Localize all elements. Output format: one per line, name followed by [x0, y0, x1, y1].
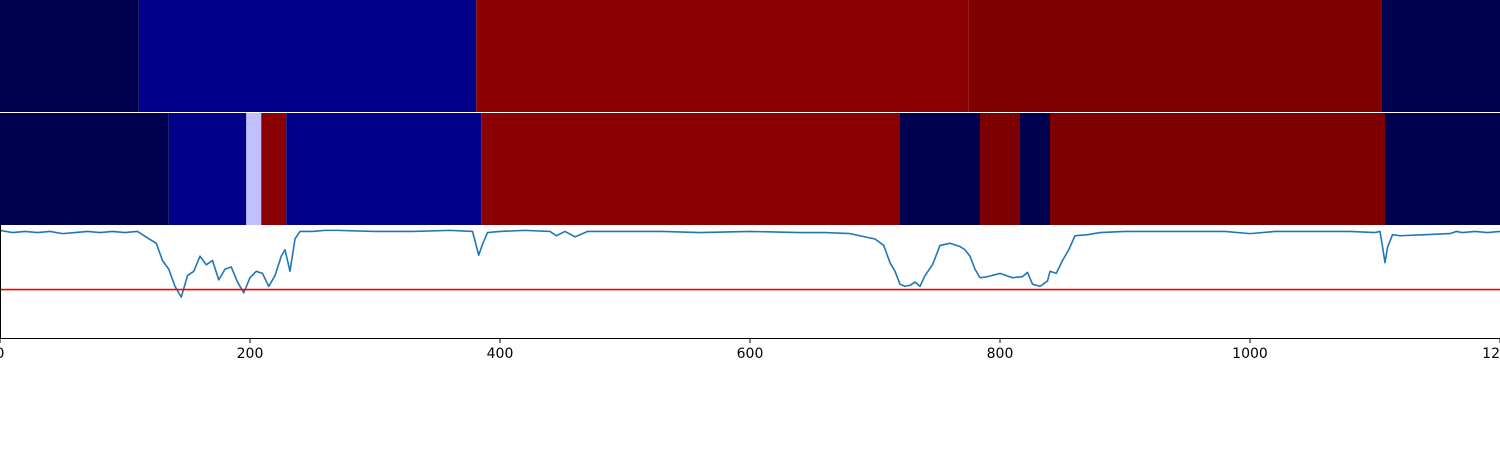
segment-bar — [1020, 113, 1050, 225]
segment-bar — [168, 113, 247, 225]
x-tick-label: 400 — [487, 346, 514, 362]
segment-bar — [1050, 113, 1385, 225]
segment-row-2 — [0, 113, 1500, 225]
segment-bar — [261, 113, 287, 225]
score-line — [0, 229, 1500, 298]
segment-bar — [968, 0, 1382, 112]
segment-bar — [980, 113, 1020, 225]
segment-bar — [476, 0, 969, 112]
score-plot-panel — [0, 225, 1500, 338]
x-axis: 0 200 400 600 800 1000 1200 — [0, 338, 1500, 362]
segment-bar — [286, 113, 482, 225]
x-tick-label: 800 — [987, 346, 1014, 362]
segment-bar — [1385, 113, 1500, 225]
x-tick-label: 1200 — [1482, 346, 1500, 362]
segment-bar — [900, 113, 980, 225]
x-tick-label: 0 — [0, 346, 4, 362]
score-plot-background — [0, 225, 1500, 338]
x-tick-label: 1000 — [1232, 346, 1268, 362]
x-tick-label: 600 — [737, 346, 764, 362]
segment-rows — [0, 0, 1500, 225]
segment-bar — [138, 0, 477, 112]
score-series — [0, 229, 1500, 298]
segment-bar — [246, 113, 262, 225]
segment-bar — [0, 113, 169, 225]
segment-bar — [1381, 0, 1500, 112]
segment-row-1 — [0, 0, 1500, 112]
x-tick-label: 200 — [237, 346, 264, 362]
segment-bar — [481, 113, 900, 225]
segment-bar — [0, 0, 139, 112]
